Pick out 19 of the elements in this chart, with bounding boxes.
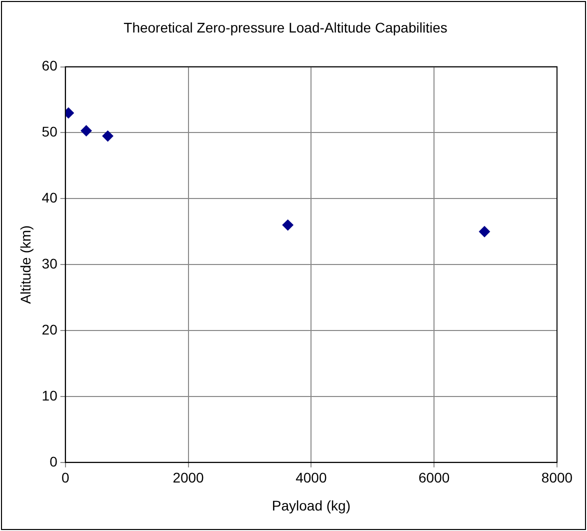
x-axis-title: Payload (kg) <box>272 497 350 514</box>
y-tick-label: 60 <box>42 58 58 74</box>
point <box>80 125 92 136</box>
point <box>102 130 114 142</box>
x-tick-label: 2000 <box>172 470 204 486</box>
y-tick-label: 30 <box>42 255 58 272</box>
y-tick-label: 20 <box>42 321 58 338</box>
y-tick-label: 10 <box>42 387 58 404</box>
x-tick-label: 8000 <box>541 470 573 486</box>
point <box>478 226 490 238</box>
point <box>282 220 294 231</box>
y-tick-label: 0 <box>50 453 58 470</box>
y-axis-title: Altitude (km) <box>17 225 34 304</box>
chart-title: Theoretical Zero-pressure Load-Altitude Capabilities <box>124 19 448 36</box>
x-tick-label: 6000 <box>418 470 450 486</box>
y-tick-label: 40 <box>42 190 58 206</box>
y-tick-label: 50 <box>42 124 58 140</box>
x-tick-label: 4000 <box>296 470 327 486</box>
x-tick-label: 0 <box>61 470 70 486</box>
